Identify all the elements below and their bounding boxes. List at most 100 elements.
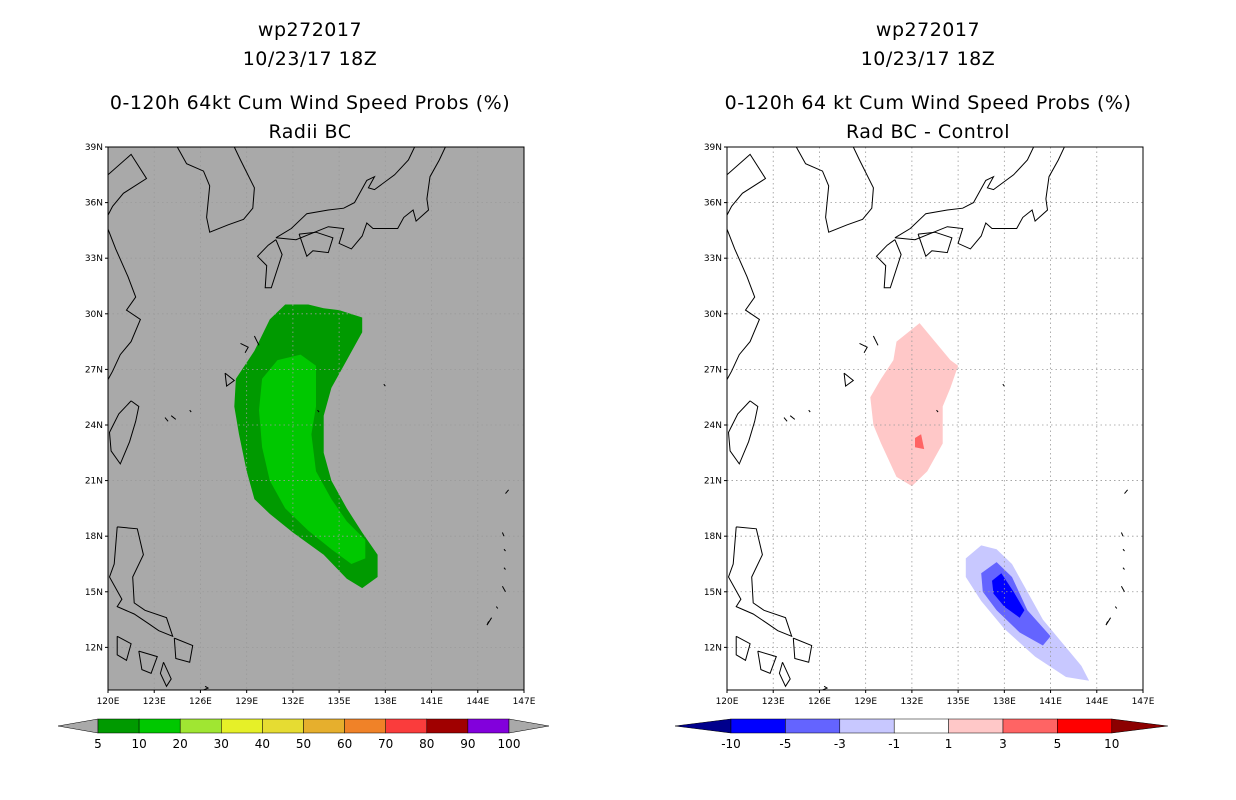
coastline (789, 415, 796, 420)
left-map-panel: 120E 123E 126E 129E 132E 135E 138E 141E 144E 147E… (85, 143, 536, 707)
y-tick-label: 30N (85, 310, 103, 320)
coastline (894, 147, 1065, 250)
y-tick-label: 36N (704, 199, 722, 209)
x-tick-label: 126E (808, 697, 831, 707)
colorbar-end-right (1111, 718, 1168, 734)
colorbar-label: 60 (337, 737, 352, 751)
coastline (495, 606, 499, 609)
colorbar-box (893, 718, 949, 734)
coastline (189, 409, 192, 413)
right-subtitle2: Rad BC - Control (845, 121, 1011, 143)
x-tick-label: 147E (1132, 697, 1155, 707)
colorbar-box (179, 718, 222, 734)
coastline (783, 417, 788, 422)
coastline (1122, 567, 1125, 570)
colorbar-box (1002, 718, 1058, 734)
coastline (727, 153, 767, 381)
y-tick-label: 30N (704, 310, 722, 320)
coastline (138, 650, 158, 674)
coastline (1122, 548, 1125, 552)
x-tick-label: 132E (281, 697, 304, 707)
coastline (108, 153, 148, 381)
coastline (170, 415, 177, 420)
coastline (164, 417, 169, 422)
x-tick-label: 129E (235, 697, 258, 707)
colorbar-label: 30 (214, 737, 229, 751)
x-tick-label: 123E (762, 697, 785, 707)
coastline (224, 372, 236, 388)
coastline (917, 231, 953, 258)
colorbar-label: 20 (173, 737, 188, 751)
colorbar-end-left (674, 718, 732, 734)
colorbar-label: 80 (419, 737, 434, 751)
coastline (159, 661, 172, 688)
colorbar-box (303, 718, 345, 734)
coastlines (727, 147, 1128, 690)
y-tick-label: 18N (704, 532, 722, 542)
coastline (275, 147, 446, 250)
right-colorbar: -10 -5 -3 -1 1 3 5 10 (674, 718, 1168, 751)
x-tick-label: 126E (189, 697, 212, 707)
x-tick-label: 144E (466, 697, 489, 707)
coastline (203, 685, 210, 690)
x-tick-label: 123E (143, 697, 166, 707)
coastline (872, 335, 879, 346)
x-tick-label: 120E (716, 697, 739, 707)
x-tick-label: 138E (374, 697, 397, 707)
left-subtitle: 0-120h 64kt Cum Wind Speed Probs (%) (109, 92, 511, 114)
coastline (843, 372, 855, 388)
colorbar-box (785, 718, 841, 734)
coastline (503, 548, 506, 552)
coastline (735, 635, 751, 662)
colorbar-label: 5 (1054, 737, 1062, 751)
coastline (253, 335, 260, 346)
colorbar-box (385, 718, 428, 734)
coastline (875, 239, 902, 289)
coastline (1124, 489, 1128, 494)
coastline (503, 567, 506, 570)
coastline (486, 617, 493, 626)
coastline (298, 231, 334, 258)
coastline (501, 532, 505, 537)
colorbar-label: 3 (999, 737, 1007, 751)
colorbar-label: 70 (378, 737, 393, 751)
coastline (116, 635, 132, 662)
right-subtitle: 0-120h 64 kt Cum Wind Speed Probs (%) (724, 92, 1132, 114)
right-title-2: 10/23/17 18Z (860, 48, 996, 70)
y-tick-label: 36N (85, 199, 103, 209)
coastline (1002, 383, 1005, 387)
coastline (176, 147, 255, 233)
x-tick-label: 147E (513, 697, 536, 707)
y-tick-label: 15N (85, 588, 103, 598)
colorbar-label: 40 (255, 737, 270, 751)
coastline (317, 409, 320, 413)
shaded-region-0 (870, 323, 959, 487)
coastline (1114, 606, 1118, 609)
colorbar-label: -3 (834, 737, 846, 751)
x-tick-label: 144E (1085, 697, 1108, 707)
y-tick-label: 12N (85, 643, 103, 653)
colorbar-box (730, 718, 786, 734)
right-title-1: wp272017 (875, 19, 981, 41)
left-title-2: 10/23/17 18Z (242, 48, 378, 70)
x-tick-label: 132E (900, 697, 923, 707)
colorbar-label: 10 (131, 737, 146, 751)
y-tick-label: 24N (704, 421, 722, 431)
colorbar-box (467, 718, 510, 734)
coastline (383, 383, 386, 387)
colorbar-box (262, 718, 304, 734)
colorbar-box (97, 718, 140, 734)
coastline (936, 409, 939, 413)
coastline (240, 342, 249, 353)
y-tick-label: 33N (704, 254, 722, 264)
colorbar-box (344, 718, 386, 734)
y-tick-label: 24N (85, 421, 103, 431)
coastline (1105, 617, 1112, 626)
colorbar-label: 1 (945, 737, 953, 751)
left-subtitle2: Radii BC (268, 121, 352, 143)
coastlines (108, 147, 509, 690)
colorbar-box (221, 718, 263, 734)
coastline (778, 661, 791, 688)
coastline (108, 400, 140, 465)
